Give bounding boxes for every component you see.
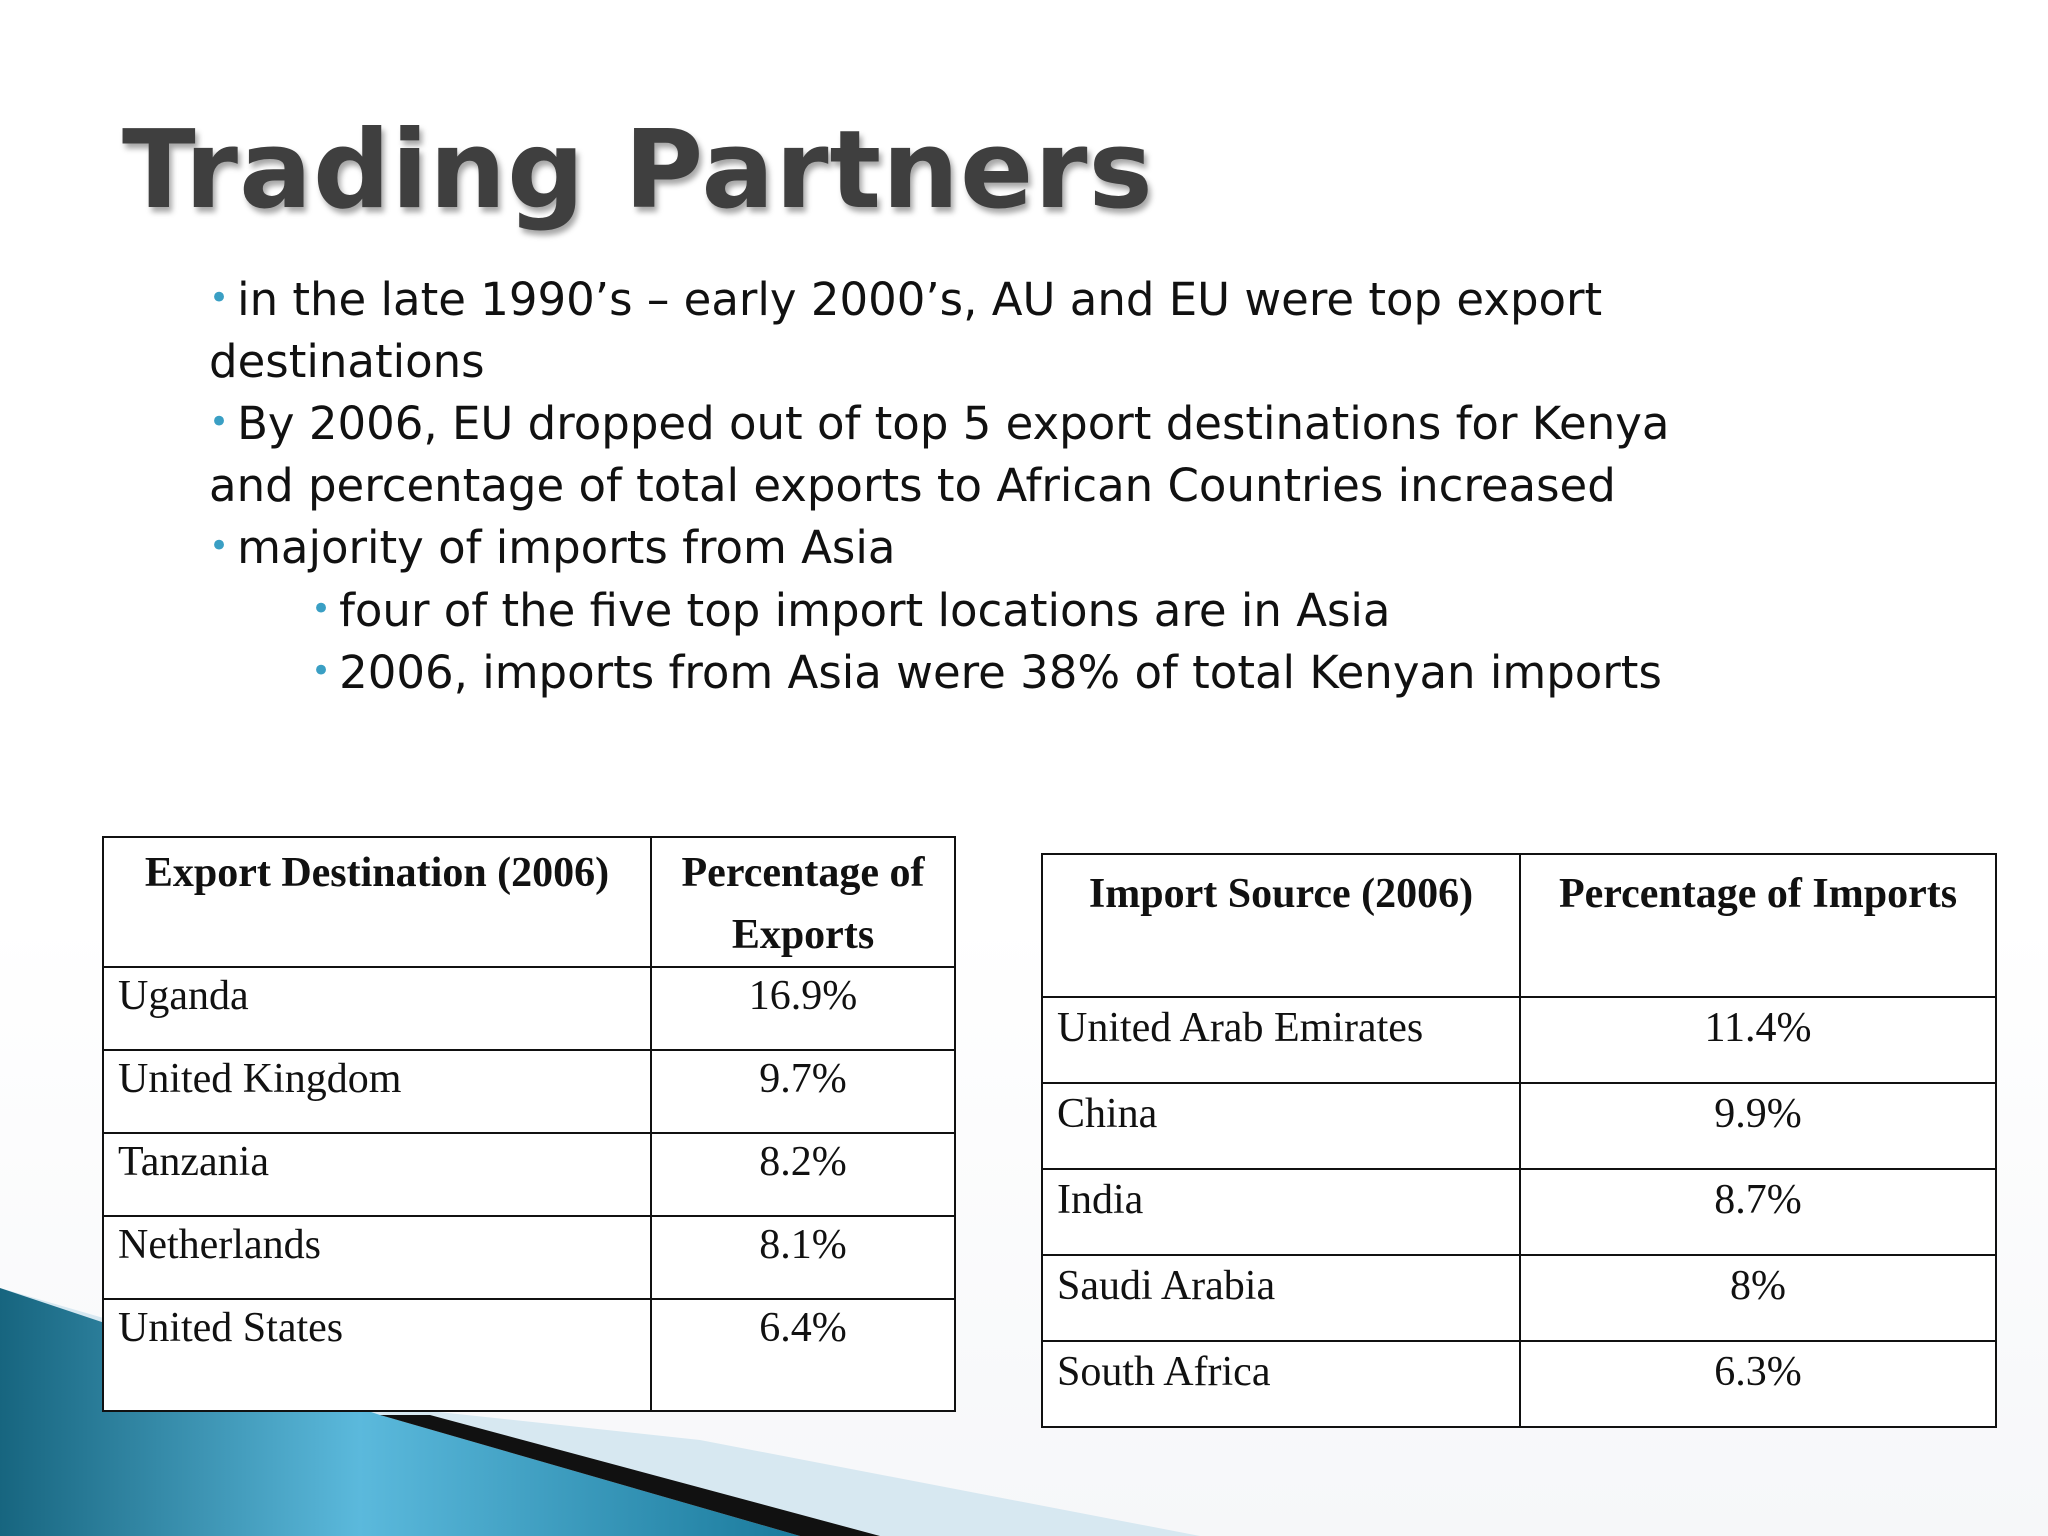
header-cell: Percentage of Imports	[1519, 853, 1997, 998]
title: Trading Partners	[122, 108, 1154, 233]
country-cell: Uganda	[102, 966, 652, 1051]
bullet-text: four of the five top import locations ar…	[339, 583, 1391, 637]
value-cell: 6.3%	[1519, 1340, 1997, 1428]
table-row: United Arab Emirates 11.4%	[1041, 996, 1997, 1084]
bullet-text: in the late 1990’s – early 2000’s, AU an…	[209, 273, 1603, 388]
value-cell: 8.1%	[650, 1215, 956, 1300]
country-cell: Netherlands	[102, 1215, 652, 1300]
bullet-text: 2006, imports from Asia were 38% of tota…	[339, 646, 1662, 699]
table-row: Uganda 16.9%	[102, 966, 956, 1051]
bullet-dot: •	[209, 526, 230, 566]
table-row: Netherlands 8.1%	[102, 1215, 956, 1300]
bullet: • By 2006, EU dropped out of top 5 export…	[209, 392, 1709, 516]
table-row: South Africa 6.3%	[1041, 1340, 1997, 1428]
country-cell: Saudi Arabia	[1041, 1254, 1521, 1342]
header-cell: Percentage of Exports	[650, 836, 956, 968]
swoosh-blue	[0, 1288, 800, 1536]
export-table: Export Destination (2006) Percentage of E…	[102, 836, 956, 1412]
country-cell: United States	[102, 1298, 652, 1412]
table-row: Saudi Arabia 8%	[1041, 1254, 1997, 1342]
country-cell: China	[1041, 1082, 1521, 1170]
swoosh-dark	[380, 1415, 880, 1536]
country-cell: South Africa	[1041, 1340, 1521, 1428]
value-cell: 6.4%	[650, 1298, 956, 1412]
import-table: Import Source (2006) Percentage of Import…	[1041, 853, 1997, 1428]
table-row: China 9.9%	[1041, 1082, 1997, 1170]
value-cell: 8.2%	[650, 1132, 956, 1217]
country-cell: United Kingdom	[102, 1049, 652, 1134]
bullet-list: • in the late 1990’s – early 2000’s, AU a…	[209, 268, 1709, 704]
value-cell: 9.7%	[650, 1049, 956, 1134]
value-cell: 9.9%	[1519, 1082, 1997, 1170]
header-row: Import Source (2006) Percentage of Import…	[1041, 853, 1997, 998]
bullet-dot: •	[209, 402, 230, 442]
bullet-dot: •	[311, 651, 332, 691]
bullet-dot: •	[311, 588, 332, 629]
table-row: United States 6.4%	[102, 1298, 956, 1412]
bullet-text: majority of imports from Asia	[237, 521, 896, 574]
country-cell: United Arab Emirates	[1041, 996, 1521, 1084]
value-cell: 11.4%	[1519, 996, 1997, 1084]
bullet-dot: •	[209, 278, 230, 318]
value-cell: 8%	[1519, 1254, 1997, 1342]
country-cell: Tanzania	[102, 1132, 652, 1217]
bullet: • in the late 1990’s – early 2000’s, AU a…	[209, 268, 1709, 392]
table-row: India 8.7%	[1041, 1168, 1997, 1256]
bullet-text: By 2006, EU dropped out of top 5 export …	[209, 397, 1670, 512]
bullet: • 2006, imports from Asia were 38% of tot…	[311, 641, 1709, 704]
header-row: Export Destination (2006) Percentage of E…	[102, 836, 956, 968]
header-cell: Import Source (2006)	[1041, 853, 1521, 998]
header-cell: Export Destination (2006)	[102, 836, 652, 968]
value-cell: 8.7%	[1519, 1168, 1997, 1256]
country-cell: India	[1041, 1168, 1521, 1256]
table-row: United Kingdom 9.7%	[102, 1049, 956, 1134]
table-row: Tanzania 8.2%	[102, 1132, 956, 1217]
value-cell: 16.9%	[650, 966, 956, 1051]
bullet: • four of the five top import locations a…	[311, 579, 1709, 642]
bullet: • majority of imports from Asia	[209, 516, 1709, 579]
